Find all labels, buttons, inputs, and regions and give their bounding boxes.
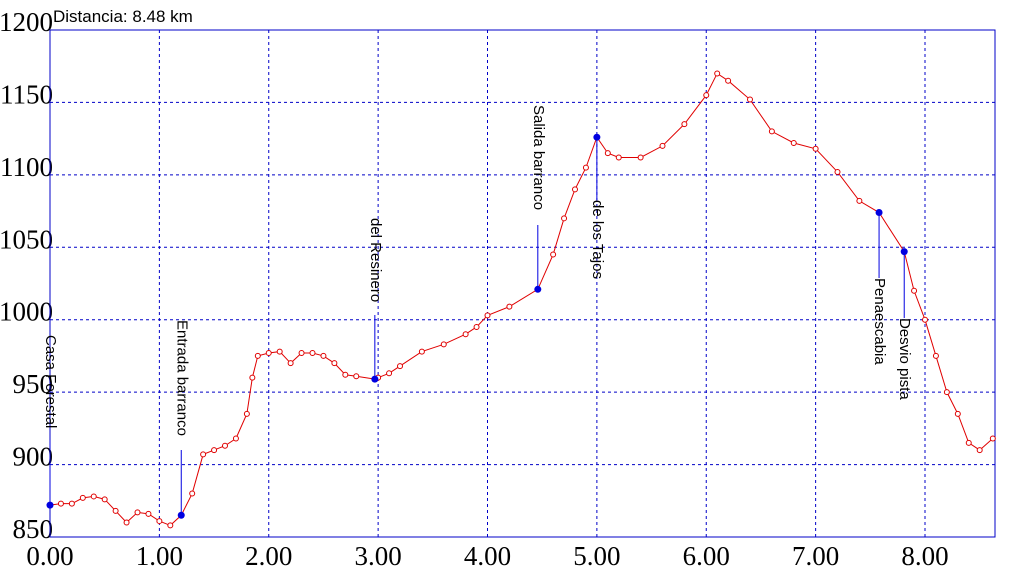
elevation-point: [506, 303, 513, 310]
elevation-point: [965, 439, 972, 446]
elevation-point: [232, 435, 239, 442]
elevation-point: [200, 451, 207, 458]
elevation-point: [922, 316, 928, 323]
elevation-point: [637, 154, 644, 161]
y-tick-label: 900: [13, 442, 54, 472]
elevation-point: [834, 168, 841, 175]
elevation-point: [167, 522, 174, 529]
elevation-point: [134, 509, 141, 516]
elevation-point: [989, 435, 996, 442]
waypoint: [875, 209, 883, 217]
elevation-point: [265, 350, 272, 357]
elevation-point: [57, 500, 64, 507]
elevation-point: [561, 215, 568, 222]
y-tick-label: 850: [13, 514, 54, 544]
elevation-point: [703, 92, 710, 99]
x-tick-label: 6.00: [683, 541, 730, 570]
elevation-point: [976, 447, 983, 454]
y-tick-label: 1050: [0, 224, 53, 254]
elevation-point: [397, 363, 403, 370]
elevation-point: [90, 493, 97, 500]
elevation-point: [572, 186, 578, 193]
elevation-point: [123, 519, 130, 526]
y-tick-label: 950: [13, 369, 54, 399]
x-tick-label: 8.00: [901, 541, 948, 570]
elevation-point: [156, 518, 163, 525]
waypoint: [900, 248, 908, 256]
elevation-point: [342, 371, 349, 378]
elevation-point: [287, 360, 294, 367]
x-tick-label: 2.00: [245, 541, 292, 570]
elevation-point: [320, 352, 327, 359]
waypoint-label: Casa Forestal: [42, 335, 59, 428]
elevation-point: [79, 494, 86, 501]
elevation-point: [582, 164, 589, 171]
elevation-point: [145, 510, 152, 517]
elevation-point: [911, 287, 918, 294]
waypoint-label: Entrada barranco: [173, 320, 190, 436]
elevation-point: [659, 142, 666, 149]
elevation-point: [943, 389, 950, 396]
elevation-point: [331, 360, 338, 367]
waypoint-label: de los Tajos: [589, 200, 606, 279]
elevation-line: [49, 72, 994, 526]
elevation-point: [932, 352, 939, 359]
elevation-point: [462, 331, 469, 338]
elevation-point: [386, 370, 393, 377]
waypoint: [593, 133, 601, 141]
y-tick-label: 1150: [0, 79, 53, 109]
x-tick-label: 3.00: [355, 541, 402, 570]
elevation-point: [681, 121, 688, 128]
elevation-point: [112, 507, 119, 514]
waypoint: [177, 511, 185, 519]
elevation-point: [790, 139, 797, 146]
plot-border: [49, 29, 996, 538]
y-tick-label: 1100: [0, 152, 53, 182]
elevation-point: [353, 373, 360, 380]
chart-title: Distancia: 8.48 km: [53, 7, 193, 26]
x-tick-label: 0.00: [26, 541, 73, 570]
elevation-point: [604, 150, 611, 157]
elevation-point: [254, 352, 261, 359]
elevation-point: [714, 70, 721, 77]
elevation-point: [440, 341, 447, 348]
x-tick-label: 4.00: [464, 541, 511, 570]
elevation-point: [615, 154, 622, 161]
waypoint-label: Penaescabia: [871, 278, 888, 365]
elevation-point: [68, 500, 75, 507]
elevation-point: [725, 77, 732, 84]
waypoint: [46, 501, 54, 509]
waypoint: [371, 375, 379, 383]
y-tick-label: 1000: [0, 297, 53, 327]
elevation-point: [768, 128, 775, 135]
elevation-point: [211, 447, 218, 454]
elevation-point: [222, 442, 228, 449]
waypoint-label: del Resinero: [367, 218, 384, 302]
elevation-point: [101, 496, 108, 503]
elevation-point: [550, 251, 557, 258]
x-tick-label: 1.00: [136, 541, 183, 570]
elevation-point: [298, 350, 305, 357]
x-tick-label: 7.00: [792, 541, 839, 570]
elevation-point: [954, 410, 961, 417]
waypoint: [534, 285, 542, 293]
waypoint-label: Salida barranco: [530, 105, 547, 210]
elevation-point: [276, 348, 283, 355]
elevation-point: [856, 197, 863, 204]
elevation-point: [309, 350, 316, 357]
elevation-point: [747, 96, 753, 103]
x-tick-label: 5.00: [573, 541, 620, 570]
y-tick-label: 1200: [0, 7, 53, 37]
elevation-point: [418, 348, 425, 355]
elevation-point: [249, 374, 256, 381]
elevation-point: [243, 410, 250, 417]
elevation-point: [189, 490, 196, 497]
elevation-point: [473, 323, 480, 330]
waypoint-label: Desvio pista: [896, 318, 913, 400]
elevation-point: [484, 312, 491, 319]
elevation-point: [812, 145, 819, 152]
